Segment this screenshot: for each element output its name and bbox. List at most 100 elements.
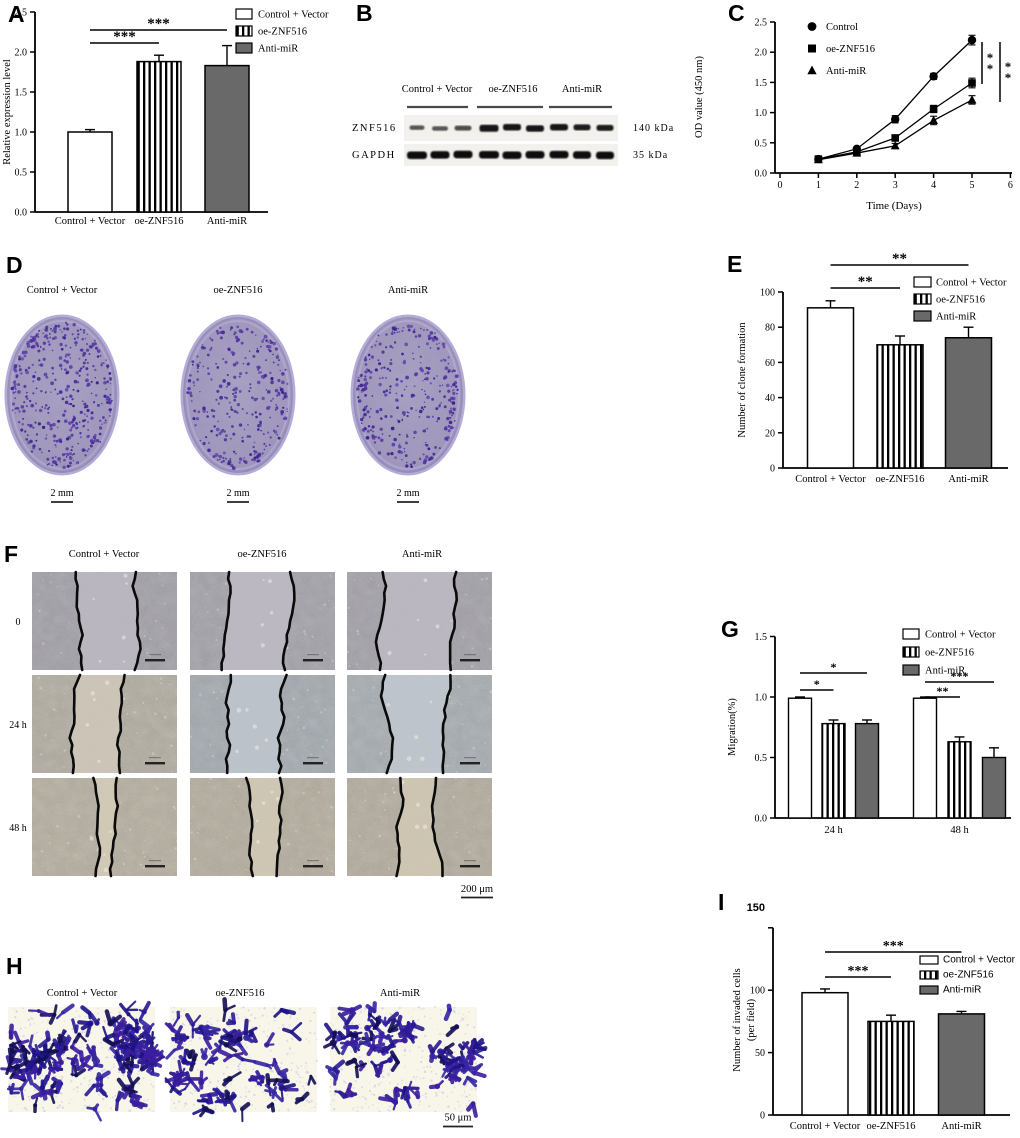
svg-text:4: 4 — [931, 180, 936, 191]
column-labels: Control + Vector oe-ZNF516 Anti-miR — [69, 549, 442, 560]
svg-text:2.5: 2.5 — [15, 8, 28, 19]
svg-text:**: ** — [858, 274, 873, 290]
panel-g-letter: G — [721, 616, 739, 642]
svg-text:***: *** — [147, 16, 170, 32]
significance: *** *** — [90, 16, 227, 45]
svg-text:*: * — [814, 677, 820, 691]
svg-text:200 μm: 200 μm — [461, 884, 493, 895]
svg-text:100: 100 — [750, 986, 765, 997]
svg-text:Anti-miR: Anti-miR — [380, 988, 420, 999]
series — [814, 34, 977, 164]
panel-b-western-blot: Control + Vector oe-ZNF516 Anti-miR ZNF516 G… — [352, 84, 674, 166]
panel-h-transwell-images: Control + Vector oe-ZNF516 Anti-miR 50 μm — [0, 988, 488, 1128]
svg-text:***: *** — [848, 964, 869, 979]
panel-d-letter: D — [6, 252, 23, 278]
petri-dish — [350, 314, 466, 476]
svg-text:Migration(%): Migration(%) — [727, 698, 738, 756]
svg-text:48 h: 48 h — [9, 823, 27, 834]
svg-text:1.0: 1.0 — [755, 108, 768, 119]
svg-text:**: ** — [892, 251, 907, 267]
svg-text:0: 0 — [760, 1111, 765, 1122]
svg-text:5: 5 — [970, 180, 975, 191]
svg-text:1.0: 1.0 — [755, 693, 768, 704]
svg-text:150: 150 — [747, 902, 765, 914]
svg-text:*: * — [1005, 70, 1012, 85]
svg-text:Control + Vector: Control + Vector — [402, 84, 473, 95]
svg-text:2: 2 — [854, 180, 859, 191]
svg-text:1.0: 1.0 — [15, 128, 28, 139]
svg-text:oe-ZNF516: oe-ZNF516 — [826, 44, 875, 55]
svg-text:140 kDa: 140 kDa — [633, 123, 674, 134]
svg-text:oe-ZNF516: oe-ZNF516 — [936, 295, 985, 306]
svg-text:***: *** — [113, 29, 136, 45]
svg-text:Anti-miR: Anti-miR — [948, 474, 988, 485]
panel-c-letter: C — [728, 0, 745, 26]
svg-text:***: *** — [951, 669, 969, 683]
svg-text:1: 1 — [816, 180, 821, 191]
svg-text:Time (Days): Time (Days) — [866, 200, 922, 212]
svg-text:Control + Vector: Control + Vector — [936, 278, 1007, 289]
panel-c-line-chart: 0.0 0.5 1.0 1.5 2.0 2.5 0 1 2 3 4 5 6 Time (Days) OD v… — [694, 18, 1013, 213]
legend: Control + Vector oe-ZNF516 Anti-miR — [235, 8, 329, 55]
svg-text:0.5: 0.5 — [15, 168, 28, 179]
svg-text:0.0: 0.0 — [15, 208, 28, 219]
column-labels: Control + Vector oe-ZNF516 Anti-miR — [27, 285, 428, 296]
wound-image — [190, 776, 335, 878]
svg-text:0: 0 — [778, 180, 783, 191]
wound-image — [347, 673, 493, 775]
panel-i-bar-chart: 0 50 100 150 Number of invaded cells (per fie… — [732, 902, 1016, 1132]
column-labels: Control + Vector oe-ZNF516 Anti-miR — [47, 988, 420, 999]
panel-b-letter: B — [356, 0, 373, 26]
kda-labels: 140 kDa 35 kDa — [633, 123, 674, 161]
bars: Control + Vector oe-ZNF516 Anti-miR — [795, 300, 993, 485]
scale-bar: 200 μm — [461, 884, 493, 899]
scale-bars: 2 mm 2 mm 2 mm — [50, 488, 420, 503]
svg-text:oe-ZNF516: oe-ZNF516 — [238, 549, 287, 560]
svg-text:1.5: 1.5 — [15, 88, 28, 99]
bars: Control + Vector oe-ZNF516 Anti-miR — [55, 44, 250, 227]
svg-text:Control + Vector: Control + Vector — [795, 474, 866, 485]
svg-text:0: 0 — [770, 464, 775, 475]
svg-text:Control + Vector: Control + Vector — [27, 285, 98, 296]
legend: Control + Vector oe-ZNF516 Anti-miR — [902, 628, 996, 677]
svg-text:Control + Vector: Control + Vector — [55, 216, 126, 227]
panel-e-bar-chart: 0 20 40 60 80 100 Number of clone formation Con… — [737, 251, 1008, 485]
svg-text:2.0: 2.0 — [755, 48, 768, 59]
svg-text:Control + Vector: Control + Vector — [47, 988, 118, 999]
svg-text:oe-ZNF516: oe-ZNF516 — [876, 474, 925, 485]
svg-text:50 μm: 50 μm — [445, 1113, 472, 1124]
svg-text:60: 60 — [765, 358, 775, 369]
svg-text:3: 3 — [893, 180, 898, 191]
svg-text:2 mm: 2 mm — [226, 488, 249, 499]
panel-f-letter: F — [4, 541, 19, 567]
wound-image — [346, 570, 492, 672]
svg-text:2 mm: 2 mm — [396, 488, 419, 499]
svg-text:Anti-miR: Anti-miR — [936, 312, 976, 323]
panel-d-colony-images: Control + Vector oe-ZNF516 Anti-miR 2 mm 2 m… — [4, 285, 466, 503]
wound-image — [32, 570, 177, 672]
panel-h-letter: H — [6, 953, 23, 979]
svg-text:*: * — [987, 50, 994, 65]
svg-text:*: * — [987, 61, 994, 76]
svg-text:Anti-miR: Anti-miR — [258, 44, 298, 55]
svg-text:Number of invaded cells: Number of invaded cells — [732, 968, 743, 1072]
svg-text:oe-ZNF516: oe-ZNF516 — [489, 84, 538, 95]
svg-text:OD value (450 nm): OD value (450 nm) — [694, 56, 705, 138]
wound-image — [32, 776, 178, 878]
svg-text:Anti-miR: Anti-miR — [207, 216, 247, 227]
panel-g-bar-chart: 0.0 0.5 1.0 1.5 Migration(%) 24 h 48 h Control … — [727, 628, 1011, 836]
svg-text:oe-ZNF516: oe-ZNF516 — [867, 1121, 916, 1132]
petri-dish — [180, 314, 296, 476]
svg-text:***: *** — [883, 939, 904, 954]
significance: *** *** — [825, 939, 962, 979]
axes: 0.0 0.5 1.0 1.5 Migration(%) — [727, 632, 1011, 825]
gapdh-bands — [407, 150, 614, 160]
svg-text:GAPDH: GAPDH — [352, 150, 396, 161]
svg-text:oe-ZNF516: oe-ZNF516 — [925, 648, 974, 659]
svg-text:40: 40 — [765, 393, 775, 404]
significance: ******* — [800, 660, 994, 698]
lane-group-labels: Control + Vector oe-ZNF516 Anti-miR — [402, 84, 602, 95]
svg-text:ZNF516: ZNF516 — [352, 123, 397, 134]
svg-text:*: * — [831, 660, 837, 674]
